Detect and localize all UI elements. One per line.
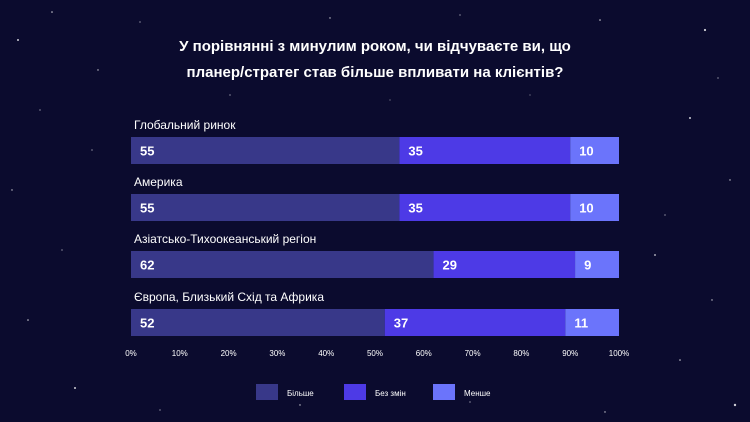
chart-title-line-1: У порівнянні з минулим роком, чи відчува… xyxy=(179,38,571,55)
category-label: Америка xyxy=(134,175,183,189)
x-tick-label: 20% xyxy=(221,349,237,358)
star-dot-19 xyxy=(74,387,76,389)
bar-segment xyxy=(433,251,576,278)
star-dot-10 xyxy=(729,179,731,181)
x-tick-label: 60% xyxy=(416,349,432,358)
category-label: Європа, Близький Схід та Африка xyxy=(134,290,324,304)
bar-value-label: 10 xyxy=(579,144,593,159)
star-dot-25 xyxy=(664,214,666,216)
legend-swatch xyxy=(433,384,455,400)
bar-segment xyxy=(570,137,619,164)
bar-segment xyxy=(399,194,571,221)
star-dot-18 xyxy=(159,409,161,411)
bar-segment xyxy=(131,309,385,336)
star-dot-5 xyxy=(329,17,331,19)
bar-segment xyxy=(131,194,400,221)
star-dot-14 xyxy=(733,403,737,407)
star-dot-26 xyxy=(717,77,719,79)
legend: Більше Без змін Менше xyxy=(256,384,491,400)
x-tick-label: 50% xyxy=(367,349,383,358)
x-tick-label: 100% xyxy=(609,349,629,358)
bar-segment xyxy=(384,309,566,336)
x-tick-label: 0% xyxy=(125,349,137,358)
bar-segment xyxy=(575,251,619,278)
star-dot-28 xyxy=(389,99,391,101)
x-tick-label: 40% xyxy=(318,349,334,358)
x-tick-label: 30% xyxy=(269,349,285,358)
x-axis: 0% 10% 20% 30% 40% 50% 60% 70% 80% 90% 100% xyxy=(125,349,629,358)
bar-value-label: 55 xyxy=(140,144,154,159)
category-label: Глобальний ринок xyxy=(134,118,236,132)
star-dot-16 xyxy=(469,401,471,403)
star-dot-27 xyxy=(529,94,531,96)
legend-label: Менше xyxy=(464,389,491,398)
chart-title-line-2: планер/стратег став більше впливати на к… xyxy=(186,64,564,81)
legend-label: Більше xyxy=(287,389,314,398)
legend-swatch xyxy=(344,384,366,400)
star-dot-23 xyxy=(91,149,93,151)
bar-value-label: 37 xyxy=(394,316,408,331)
x-tick-label: 10% xyxy=(172,349,188,358)
star-dot-7 xyxy=(599,19,601,21)
bar-value-label: 29 xyxy=(443,258,457,273)
x-tick-label: 70% xyxy=(465,349,481,358)
legend-label: Без змін xyxy=(375,389,406,398)
star-dot-4 xyxy=(229,94,231,96)
bar-value-label: 9 xyxy=(584,258,591,273)
category-label: Азіатсько-Тихоокеанський регіон xyxy=(134,232,316,246)
star-dot-15 xyxy=(604,411,606,413)
star-dot-0 xyxy=(17,39,19,41)
star-dot-24 xyxy=(39,109,41,111)
star-dot-17 xyxy=(299,404,301,406)
x-tick-label: 80% xyxy=(513,349,529,358)
bar-segment xyxy=(131,251,434,278)
star-dot-1 xyxy=(51,11,53,13)
star-dot-6 xyxy=(459,14,461,16)
star-dot-9 xyxy=(689,117,691,119)
bar-value-label: 35 xyxy=(408,201,422,216)
star-dot-21 xyxy=(61,249,63,251)
star-dot-3 xyxy=(139,21,141,23)
star-dot-12 xyxy=(711,299,713,301)
star-background xyxy=(11,11,737,413)
bar-value-label: 62 xyxy=(140,258,154,273)
bar-value-label: 52 xyxy=(140,316,154,331)
star-dot-11 xyxy=(654,254,656,256)
star-dot-2 xyxy=(97,69,99,71)
bar-segment xyxy=(565,309,619,336)
plot-area: Глобальний ринок 55 35 10 Америка 55 35 10 Азіат… xyxy=(131,118,619,336)
bar-value-label: 10 xyxy=(579,201,593,216)
star-dot-22 xyxy=(11,189,13,191)
bar-segment xyxy=(399,137,571,164)
x-tick-label: 90% xyxy=(562,349,578,358)
legend-swatch xyxy=(256,384,278,400)
bar-value-label: 11 xyxy=(574,316,588,331)
star-dot-13 xyxy=(679,359,681,361)
bar-value-label: 35 xyxy=(408,144,422,159)
bar-value-label: 55 xyxy=(140,201,154,216)
star-dot-20 xyxy=(27,319,29,321)
star-dot-8 xyxy=(703,28,707,32)
bar-segment xyxy=(570,194,619,221)
bar-segment xyxy=(131,137,400,164)
